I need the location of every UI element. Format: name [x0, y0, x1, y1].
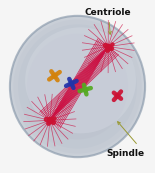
Text: Centriole: Centriole: [85, 8, 132, 17]
Ellipse shape: [13, 19, 142, 154]
Ellipse shape: [18, 24, 137, 149]
Text: Spindle: Spindle: [106, 149, 144, 158]
Ellipse shape: [27, 34, 128, 139]
Ellipse shape: [10, 16, 145, 157]
Ellipse shape: [25, 27, 136, 133]
Ellipse shape: [10, 16, 145, 157]
